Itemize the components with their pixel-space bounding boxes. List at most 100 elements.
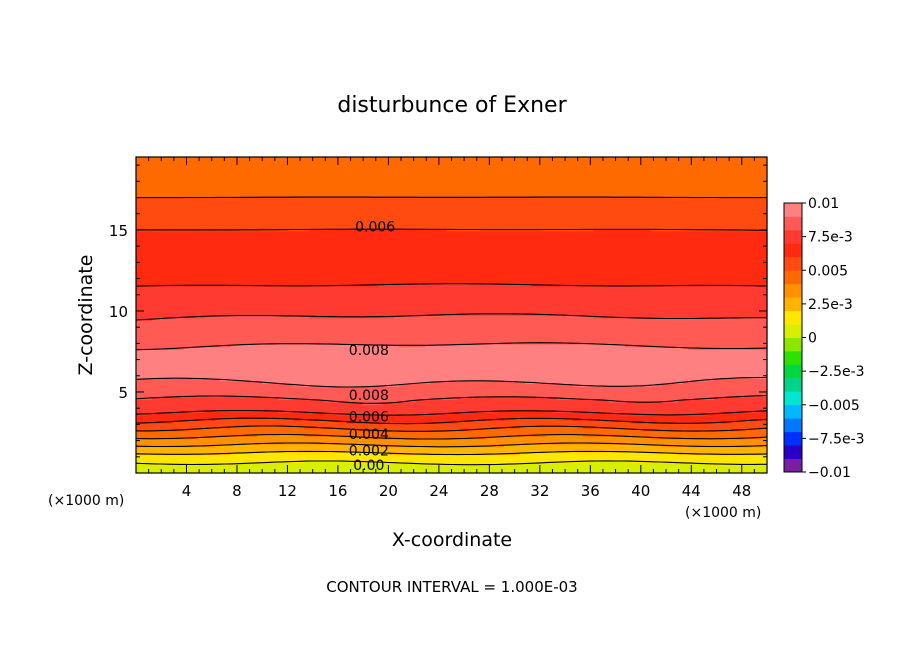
heat-cell	[504, 401, 510, 406]
heat-cell	[593, 420, 600, 424]
heat-cell	[183, 449, 190, 453]
heat-cell	[304, 396, 311, 400]
heat-cell	[383, 433, 389, 437]
heat-cell	[214, 441, 221, 445]
heat-cell	[588, 436, 595, 440]
heat-cell	[414, 457, 421, 461]
heat-cell	[377, 420, 384, 424]
heat-cell	[493, 470, 500, 474]
heat-cell	[372, 438, 379, 442]
heat-cell	[214, 396, 221, 400]
heat-cell	[598, 457, 605, 461]
heat-cell	[162, 404, 169, 408]
heat-cell	[761, 407, 768, 411]
heat-cell	[598, 404, 605, 408]
heat-cell	[498, 446, 505, 450]
heat-cell	[698, 449, 705, 453]
heat-cell	[304, 465, 311, 469]
heat-cell	[546, 425, 553, 429]
heat-cell	[651, 417, 658, 421]
heat-cell	[335, 399, 342, 403]
heat-cell	[325, 457, 332, 461]
heat-cell	[593, 430, 600, 435]
heat-cell	[577, 399, 584, 403]
heat-cell	[719, 422, 726, 427]
heat-cell	[462, 409, 468, 414]
heat-cell	[188, 404, 195, 408]
heat-cell	[425, 425, 432, 429]
heat-cell	[661, 441, 668, 445]
heat-cell	[619, 467, 626, 471]
heat-cell	[751, 422, 758, 427]
heat-cell	[377, 459, 384, 464]
heat-cell	[625, 415, 631, 419]
heat-cell	[751, 415, 758, 419]
heat-cell	[735, 430, 742, 435]
heat-cell	[251, 417, 258, 421]
heat-cell	[556, 467, 563, 471]
heat-cell	[388, 430, 395, 435]
heat-cell	[435, 417, 442, 421]
heat-cell	[640, 404, 647, 408]
heat-cell	[703, 422, 710, 427]
heat-cell	[377, 441, 384, 445]
heat-cell	[677, 470, 684, 474]
heat-cell	[672, 457, 679, 461]
heat-cell	[546, 462, 553, 466]
heat-cell	[551, 415, 558, 419]
heat-cell	[588, 422, 595, 427]
heat-cell	[625, 446, 631, 450]
heat-cell	[225, 404, 232, 408]
heat-cell	[414, 433, 421, 437]
heat-cell	[157, 422, 163, 427]
heat-cell	[204, 446, 211, 450]
heat-cell	[509, 470, 516, 474]
heat-cell	[551, 457, 558, 461]
heat-cell	[509, 409, 516, 414]
heat-cell	[388, 457, 395, 461]
heat-cell	[414, 441, 421, 445]
heat-cell	[709, 433, 716, 437]
heat-cell	[530, 436, 537, 440]
heat-cell	[724, 441, 731, 445]
heat-cell	[157, 401, 163, 406]
heat-cell	[588, 446, 595, 450]
heat-cell	[535, 444, 542, 448]
heat-cell	[504, 454, 510, 458]
heat-cell	[346, 425, 353, 429]
heat-cell	[193, 467, 200, 471]
heat-cell	[304, 444, 311, 448]
heat-cell	[267, 422, 274, 427]
heat-cell	[661, 404, 668, 408]
heat-cell	[419, 441, 426, 445]
heat-cell	[440, 422, 447, 427]
heat-cell	[272, 428, 279, 432]
heat-cell	[272, 412, 279, 416]
heat-cell	[419, 451, 426, 456]
heat-cell	[535, 459, 542, 464]
heat-cell	[220, 433, 226, 437]
heat-cell	[430, 428, 437, 432]
heat-cell	[588, 462, 595, 466]
heat-cell	[235, 470, 242, 474]
heat-cell	[709, 391, 716, 395]
heat-cell	[603, 401, 610, 406]
heat-cell	[593, 465, 600, 469]
heat-cell	[540, 401, 547, 406]
heat-cell	[167, 467, 174, 471]
heat-cell	[157, 459, 163, 464]
heat-cell	[567, 425, 574, 429]
heat-cell	[309, 412, 316, 416]
heat-cell	[188, 459, 195, 464]
heat-cell	[688, 441, 694, 445]
heat-cell	[756, 467, 763, 471]
heat-cell	[456, 470, 463, 474]
heat-cell	[646, 401, 652, 406]
heat-cell	[756, 430, 763, 435]
heat-cell	[346, 470, 353, 474]
heat-cell	[640, 438, 647, 442]
heat-cell	[735, 465, 742, 469]
heat-cell	[483, 459, 489, 464]
heat-cell	[740, 407, 747, 411]
heat-cell	[682, 412, 689, 416]
